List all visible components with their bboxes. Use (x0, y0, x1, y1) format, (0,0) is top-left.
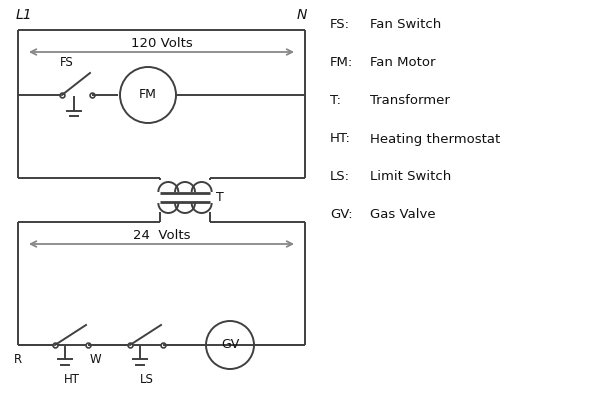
Text: 24  Volts: 24 Volts (133, 229, 190, 242)
Text: HT: HT (64, 373, 80, 386)
Text: L1: L1 (16, 8, 32, 22)
Text: FS: FS (60, 56, 74, 69)
Text: Fan Switch: Fan Switch (370, 18, 441, 32)
Text: GV:: GV: (330, 208, 353, 222)
Text: R: R (14, 353, 22, 366)
Text: FM: FM (139, 88, 157, 102)
Text: T:: T: (330, 94, 341, 108)
Text: Heating thermostat: Heating thermostat (370, 132, 500, 146)
Text: Transformer: Transformer (370, 94, 450, 108)
Text: LS: LS (140, 373, 153, 386)
Text: Fan Motor: Fan Motor (370, 56, 435, 70)
Text: FM:: FM: (330, 56, 353, 70)
Text: Gas Valve: Gas Valve (370, 208, 435, 222)
Text: LS:: LS: (330, 170, 350, 184)
Text: N: N (297, 8, 307, 22)
Text: FS:: FS: (330, 18, 350, 32)
Text: Limit Switch: Limit Switch (370, 170, 451, 184)
Text: 120 Volts: 120 Volts (130, 37, 192, 50)
Text: T: T (216, 191, 224, 204)
Text: GV: GV (221, 338, 239, 352)
Text: HT:: HT: (330, 132, 351, 146)
Text: W: W (90, 353, 101, 366)
